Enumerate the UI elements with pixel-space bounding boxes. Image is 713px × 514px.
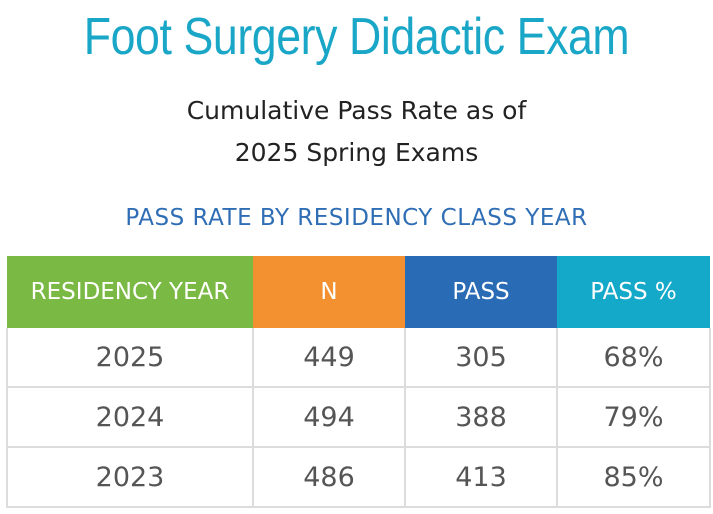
cell-pass-percent: 85% <box>556 446 711 508</box>
table-row: 2025 449 305 68% <box>6 328 711 388</box>
table-row: 2023 486 413 85% <box>6 446 711 508</box>
section-title: PASS RATE BY RESIDENCY CLASS YEAR <box>125 205 588 231</box>
table-row: 2024 494 388 79% <box>6 386 711 448</box>
cell-pass: 388 <box>404 386 558 448</box>
column-header-n: N <box>253 256 405 328</box>
pass-rate-table: RESIDENCY YEAR N PASS PASS % 2025 449 30… <box>6 256 711 508</box>
subtitle-line-1: Cumulative Pass Rate as of <box>186 96 527 125</box>
cell-year: 2023 <box>6 446 254 508</box>
cell-pass-percent: 79% <box>556 386 711 448</box>
page-title: Foot Surgery Didactic Exam <box>83 8 630 66</box>
subtitle-line-2: 2025 Spring Exams <box>234 138 479 167</box>
cell-n: 486 <box>252 446 406 508</box>
cell-year: 2025 <box>6 328 254 388</box>
cell-pass-percent: 68% <box>556 328 711 388</box>
cell-pass: 305 <box>404 328 558 388</box>
column-header-pass-percent: PASS % <box>557 256 710 328</box>
table-header-row: RESIDENCY YEAR N PASS PASS % <box>7 256 710 328</box>
cell-pass: 413 <box>404 446 558 508</box>
column-header-residency-year: RESIDENCY YEAR <box>7 256 253 328</box>
column-header-pass: PASS <box>405 256 557 328</box>
cell-year: 2024 <box>6 386 254 448</box>
cell-n: 449 <box>252 328 406 388</box>
cell-n: 494 <box>252 386 406 448</box>
